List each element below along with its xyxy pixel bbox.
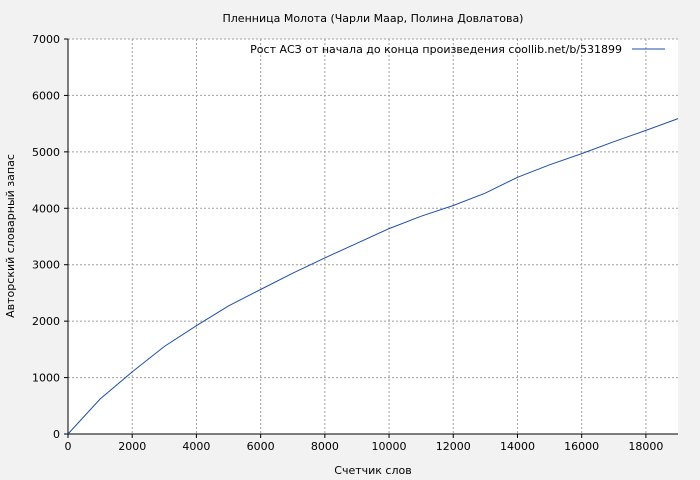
series-lines — [67, 118, 679, 435]
chart-title: Пленница Молота (Чарли Маар, Полина Довл… — [223, 12, 524, 25]
x-tick-label: 16000 — [564, 440, 599, 453]
x-tick-label: 10000 — [372, 440, 407, 453]
x-tick-label: 8000 — [311, 440, 339, 453]
y-tick-label: 2000 — [32, 315, 60, 328]
x-tick-label: 14000 — [500, 440, 535, 453]
x-tick-label: 18000 — [628, 440, 663, 453]
x-tick-label: 6000 — [247, 440, 275, 453]
y-axis-label: Авторский словарный запас — [4, 154, 17, 318]
grid-lines — [68, 38, 678, 434]
axes — [64, 38, 678, 438]
legend-label: Рост АСЗ от начала до конца произведения… — [250, 43, 622, 56]
y-tick-label: 5000 — [32, 146, 60, 159]
x-tick-label: 0 — [65, 440, 72, 453]
legend: Рост АСЗ от начала до конца произведения… — [250, 43, 665, 56]
series-line — [67, 118, 679, 435]
y-tick-label: 3000 — [32, 259, 60, 272]
x-tick-label: 12000 — [436, 440, 471, 453]
x-tick-label: 2000 — [118, 440, 146, 453]
tick-labels: 0 2000 4000 6000 8000 10000 12000 14000 16000 180… — [32, 33, 663, 453]
y-tick-label: 0 — [53, 428, 60, 441]
x-tick-label: 4000 — [182, 440, 210, 453]
y-tick-label: 4000 — [32, 202, 60, 215]
plot-area — [68, 39, 678, 434]
y-tick-label: 6000 — [32, 89, 60, 102]
y-tick-label: 1000 — [32, 372, 60, 385]
x-axis-label: Счетчик слов — [334, 464, 411, 477]
y-tick-label: 7000 — [32, 33, 60, 46]
